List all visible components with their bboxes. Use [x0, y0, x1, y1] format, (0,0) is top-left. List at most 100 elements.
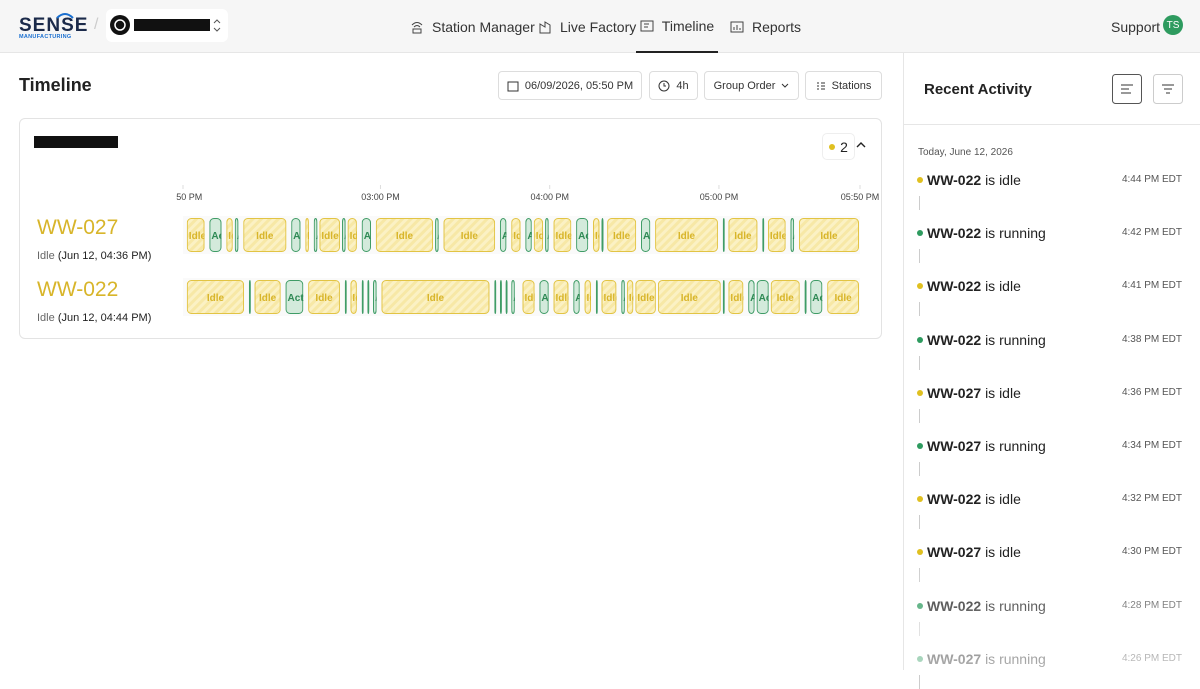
segment-label: Idle [637, 293, 655, 304]
segment-clip: Idle [443, 218, 496, 252]
time: 4:41 PM EDT [1121, 280, 1182, 292]
support-link[interactable]: Support [1111, 18, 1161, 35]
page-title: Timeline [19, 75, 92, 95]
segment [798, 218, 859, 252]
activity-item: WW-022 is running 4:38 PM EDT [917, 331, 1182, 370]
event: is running [985, 650, 1046, 667]
segment-clip: Active [505, 280, 508, 314]
segment [313, 218, 318, 252]
segment-clip: Idle [522, 280, 543, 314]
status-dot [917, 336, 923, 343]
x-tick-label: 05:50 PM [841, 192, 880, 202]
event: is running [985, 331, 1046, 348]
segment-label: Idle [352, 293, 370, 304]
timeline-card: 2 [19, 118, 882, 339]
segment-clip: Active [756, 280, 769, 314]
segment-label: Active [316, 231, 346, 242]
segment-label: Idle [536, 231, 554, 242]
segment [607, 218, 637, 252]
segment-label: Idle [730, 293, 748, 304]
segment-clip: Idle [728, 218, 758, 252]
date-picker[interactable]: 06/09/2026, 05:50 PM [498, 71, 642, 100]
group-select[interactable]: Group Order [704, 71, 799, 100]
nav-station-manager[interactable]: Station Manager [410, 0, 535, 53]
station-name[interactable]: WW-022 [37, 278, 119, 301]
event: is idle [985, 544, 1021, 561]
time: 4:38 PM EDT [1121, 333, 1182, 345]
status: Idle [37, 312, 55, 324]
range-picker[interactable]: 4h [649, 71, 698, 100]
segment [790, 218, 795, 252]
segment [305, 218, 309, 252]
segment [341, 218, 346, 252]
icon [539, 20, 551, 33]
segment [248, 280, 251, 314]
connector [919, 674, 920, 689]
stations-button[interactable]: Stations [805, 71, 882, 100]
segment-clip: Active [372, 280, 377, 314]
org-switcher[interactable] [106, 9, 228, 42]
connector [919, 621, 920, 636]
segment-label: Idle [556, 231, 574, 242]
nav-reports[interactable]: Reports [730, 0, 801, 53]
segment [748, 280, 755, 314]
segment-label: Idle [350, 231, 368, 242]
time: 4:36 PM EDT [1121, 386, 1182, 398]
segment-clip: Active [810, 280, 823, 314]
segment [722, 218, 725, 252]
nav-live-factory[interactable]: Live Factory [538, 0, 636, 53]
connector [919, 408, 920, 423]
event: is idle [985, 278, 1021, 295]
activity-text: WW-022 is idle [927, 172, 1021, 188]
x-tick-label: 03:00 PM [361, 192, 400, 202]
segment [350, 280, 357, 314]
segment-clip: Idle [728, 280, 748, 314]
segment [533, 218, 544, 252]
segment-clip: Idle [511, 218, 521, 252]
station-count[interactable]: 2 [822, 133, 855, 160]
segment [234, 218, 239, 252]
panel-title: Recent Activity [924, 81, 1032, 98]
nav-timeline[interactable]: Timeline [636, 0, 718, 53]
icon [730, 21, 744, 32]
segment [640, 218, 651, 252]
collapse[interactable] [856, 141, 866, 149]
activity-item: WW-027 is running 4:34 PM EDT [917, 437, 1182, 476]
range-label: 4h [676, 79, 689, 92]
filter-button[interactable] [1153, 74, 1183, 104]
segment-clip: Active [804, 280, 807, 314]
activity-text: WW-027 is running [927, 438, 1046, 454]
segment-clip: Idle [607, 218, 637, 252]
segment [655, 218, 718, 252]
segment-clip: Idle [350, 280, 370, 314]
connector [919, 462, 920, 476]
status-dot [917, 283, 923, 290]
activity-text: WW-027 is idle [927, 385, 1021, 401]
segment-clip: Idle [635, 280, 656, 314]
logo-wave [56, 13, 74, 19]
segment-label: Idle [629, 293, 647, 304]
icon [816, 82, 825, 89]
segment-label: Active [211, 231, 241, 242]
segment-clip: Idle [655, 218, 718, 252]
header: SENSE MANUFACTURING / Station Manager Li… [0, 0, 1200, 53]
icon [411, 21, 423, 33]
segment-label: Active [541, 293, 571, 304]
segment-label: Idle [820, 231, 838, 242]
avatar[interactable]: TS [1163, 15, 1183, 35]
logo[interactable]: SENSE [19, 15, 89, 36]
segment-label: Idle [603, 293, 621, 304]
segment-label: Active [792, 231, 822, 242]
activity-item: WW-027 is idle 4:36 PM EDT [917, 384, 1182, 423]
segment-clip: Idle [308, 280, 340, 314]
sort-button[interactable] [1112, 74, 1142, 104]
segment-clip: Idle [593, 218, 600, 252]
segment-label: Idle [525, 293, 543, 304]
segment-clip: Idle [770, 280, 800, 314]
segment-label: Active [513, 293, 543, 304]
segment [347, 218, 357, 252]
segment-clip: Active [313, 218, 346, 252]
segment-label: Idle [427, 293, 445, 304]
segment [626, 280, 634, 314]
station-name[interactable]: WW-027 [37, 216, 119, 239]
